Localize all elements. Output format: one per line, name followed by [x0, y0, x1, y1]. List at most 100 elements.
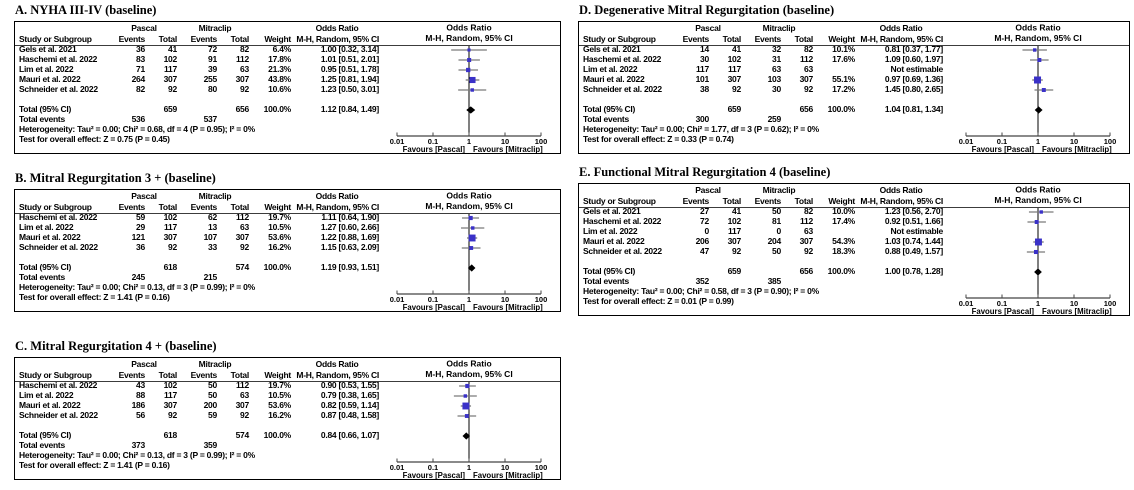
value-cell: 0.88 [0.49, 1.57] — [884, 246, 943, 256]
odds-ratio-header: Odds Ratio — [315, 191, 359, 201]
value-cell: 59 — [136, 212, 145, 222]
forest-panel-c: C. Mitral Regurgitation 4 + (baseline) P… — [14, 339, 561, 480]
value-cell: 618 — [163, 262, 178, 272]
value-cell: Not estimable — [890, 226, 944, 236]
table-body: Haschemi et al. 2022 43 102 50 112 19.7% 0.90 … — [19, 380, 381, 450]
value-cell: 82 — [804, 44, 813, 54]
group-header-mitraclip: Mitraclip — [198, 191, 232, 201]
group-header-pascal: Pascal — [695, 185, 721, 195]
study-label: Lim et al. 2022 — [19, 222, 74, 232]
value-cell: 206 — [695, 236, 710, 246]
study-label: Schneider et al. 2022 — [583, 84, 662, 94]
or-marker — [469, 76, 476, 84]
value-cell: 92 — [804, 246, 813, 256]
study-label: Gels et al. 2021 — [583, 206, 641, 216]
value-cell: 63 — [804, 226, 813, 236]
table-footer: Heterogeneity: Tau² = 0.00; Chi² = 0.13,… — [19, 450, 381, 470]
total-events-row: Total events 536 537 — [19, 114, 381, 124]
panel-table: Pascal Mitraclip Odds Ratio Study or Sub… — [19, 359, 381, 470]
or-marker — [1034, 238, 1042, 246]
plot-header-title: Odds Ratio — [446, 359, 491, 369]
col-total2: Total — [230, 370, 250, 380]
value-cell: 656 — [235, 104, 250, 114]
col-total1: Total — [158, 34, 178, 44]
col-events2: Events — [754, 196, 782, 206]
value-cell: 0.95 [0.51, 1.78] — [320, 64, 379, 74]
favours-right-label: Favours [Mitraclip] — [473, 145, 543, 154]
col-or-ci: M-H, Random, 95% CI — [860, 34, 943, 44]
overall-effect-text: Test for overall effect: Z = 0.33 (P = 0… — [583, 134, 734, 144]
heterogeneity-text: Heterogeneity: Tau² = 0.00; Chi² = 0.58,… — [583, 286, 819, 296]
value-cell: 536 — [131, 114, 146, 124]
value-cell: 1.19 [0.93, 1.51] — [320, 262, 379, 272]
table-column-header-row: Study or Subgroup Events Total Events To… — [583, 33, 945, 44]
spacer-row — [19, 252, 381, 262]
axis-tick-label: 0.01 — [390, 295, 405, 304]
axis-tick-label: 100 — [535, 295, 548, 304]
study-label: Total (95% CI) — [583, 104, 636, 114]
panel-box: Pascal Mitraclip Odds Ratio Study or Sub… — [14, 21, 561, 154]
total-events-row: Total events 373 359 — [19, 440, 381, 450]
value-cell: 656 — [799, 266, 814, 276]
value-cell: 1.45 [0.80, 2.65] — [884, 84, 943, 94]
study-row: Haschemi et al. 2022 83 102 91 112 17.8% 1.01 … — [19, 54, 381, 64]
study-row: Lim et al. 2022 88 117 50 63 10.5% 0.79 [0.38,… — [19, 390, 381, 400]
value-cell: 259 — [767, 114, 782, 124]
value-cell: 1.09 [0.60, 1.97] — [884, 54, 943, 64]
value-cell: 359 — [203, 440, 218, 450]
value-cell: 62 — [208, 212, 217, 222]
table-footer: Heterogeneity: Tau² = 0.00; Chi² = 0.13,… — [19, 282, 381, 302]
favours-right-label: Favours [Mitraclip] — [473, 471, 543, 480]
forest-panel-a: A. NYHA III-IV (baseline) Pascal Mitracl… — [14, 3, 561, 154]
study-row: Lim et al. 2022 29 117 13 63 10.5% 1.27 [0.60,… — [19, 222, 381, 232]
panel-title: D. Degenerative Mitral Regurgitation (ba… — [579, 3, 835, 17]
value-cell: 54.3% — [832, 236, 855, 246]
value-cell: 29 — [136, 222, 145, 232]
study-row: Schneider et al. 2022 36 92 33 92 16.2% 1.15 [… — [19, 242, 381, 252]
value-cell: 41 — [732, 206, 741, 216]
study-label: Haschemi et al. 2022 — [583, 216, 662, 226]
forest-panel-e: E. Functional Mitral Regurgitation 4 (ba… — [578, 165, 1130, 316]
value-cell: 63 — [240, 390, 249, 400]
value-cell: 92 — [732, 246, 741, 256]
value-cell: 112 — [800, 54, 813, 64]
col-or-ci: M-H, Random, 95% CI — [296, 34, 379, 44]
study-row: Schneider et al. 2022 82 92 80 92 10.6% 1.23 [… — [19, 84, 381, 94]
spacer-row — [583, 256, 945, 266]
axis-tick-label: 100 — [535, 137, 548, 146]
study-row: Schneider et al. 2022 47 92 50 92 18.3% 0.88 [… — [583, 246, 945, 256]
col-weight: Weight — [264, 202, 291, 212]
value-cell: 102 — [727, 54, 742, 64]
value-cell: 121 — [131, 232, 146, 242]
group-header-pascal: Pascal — [131, 23, 157, 33]
value-cell: 72 — [208, 44, 217, 54]
value-cell: 659 — [163, 104, 178, 114]
value-cell: 63 — [240, 64, 249, 74]
header-divider — [579, 45, 1129, 46]
value-cell: 6.4% — [272, 44, 292, 54]
table-body: Gels et al. 2021 27 41 50 82 10.0% 1.23 [0.56,… — [583, 206, 945, 286]
table-group-header-row: Pascal Mitraclip Odds Ratio — [583, 185, 945, 195]
overall-effect-text: Test for overall effect: Z = 1.41 (P = 0… — [19, 460, 170, 470]
study-label: Schneider et al. 2022 — [19, 410, 98, 420]
value-cell: 200 — [203, 400, 218, 410]
summary-diamond — [466, 106, 476, 114]
summary-diamond — [467, 264, 476, 272]
value-cell: 100.0% — [827, 266, 856, 276]
study-label: Haschemi et al. 2022 — [19, 212, 98, 222]
col-events1: Events — [118, 34, 146, 44]
overall-effect-text: Test for overall effect: Z = 0.75 (P = 0… — [19, 134, 170, 144]
table-footer: Heterogeneity: Tau² = 0.00; Chi² = 0.68,… — [19, 124, 381, 144]
value-cell: 19.7% — [268, 212, 291, 222]
study-label: Total events — [19, 272, 65, 282]
col-total2: Total — [230, 34, 250, 44]
study-label: Haschemi et al. 2022 — [19, 380, 98, 390]
panel-box: Pascal Mitraclip Odds Ratio Study or Sub… — [14, 189, 561, 312]
total-row: Total (95% CI) 659 656 100.0% 1.04 [0.81, 1.… — [583, 104, 945, 114]
value-cell: 1.23 [0.50, 3.01] — [320, 84, 379, 94]
col-study: Study or Subgroup — [19, 34, 92, 44]
or-marker — [468, 234, 476, 242]
value-cell: 10.0% — [832, 206, 855, 216]
value-cell: 574 — [235, 430, 250, 440]
study-label: Mauri et al. 2022 — [19, 232, 81, 242]
